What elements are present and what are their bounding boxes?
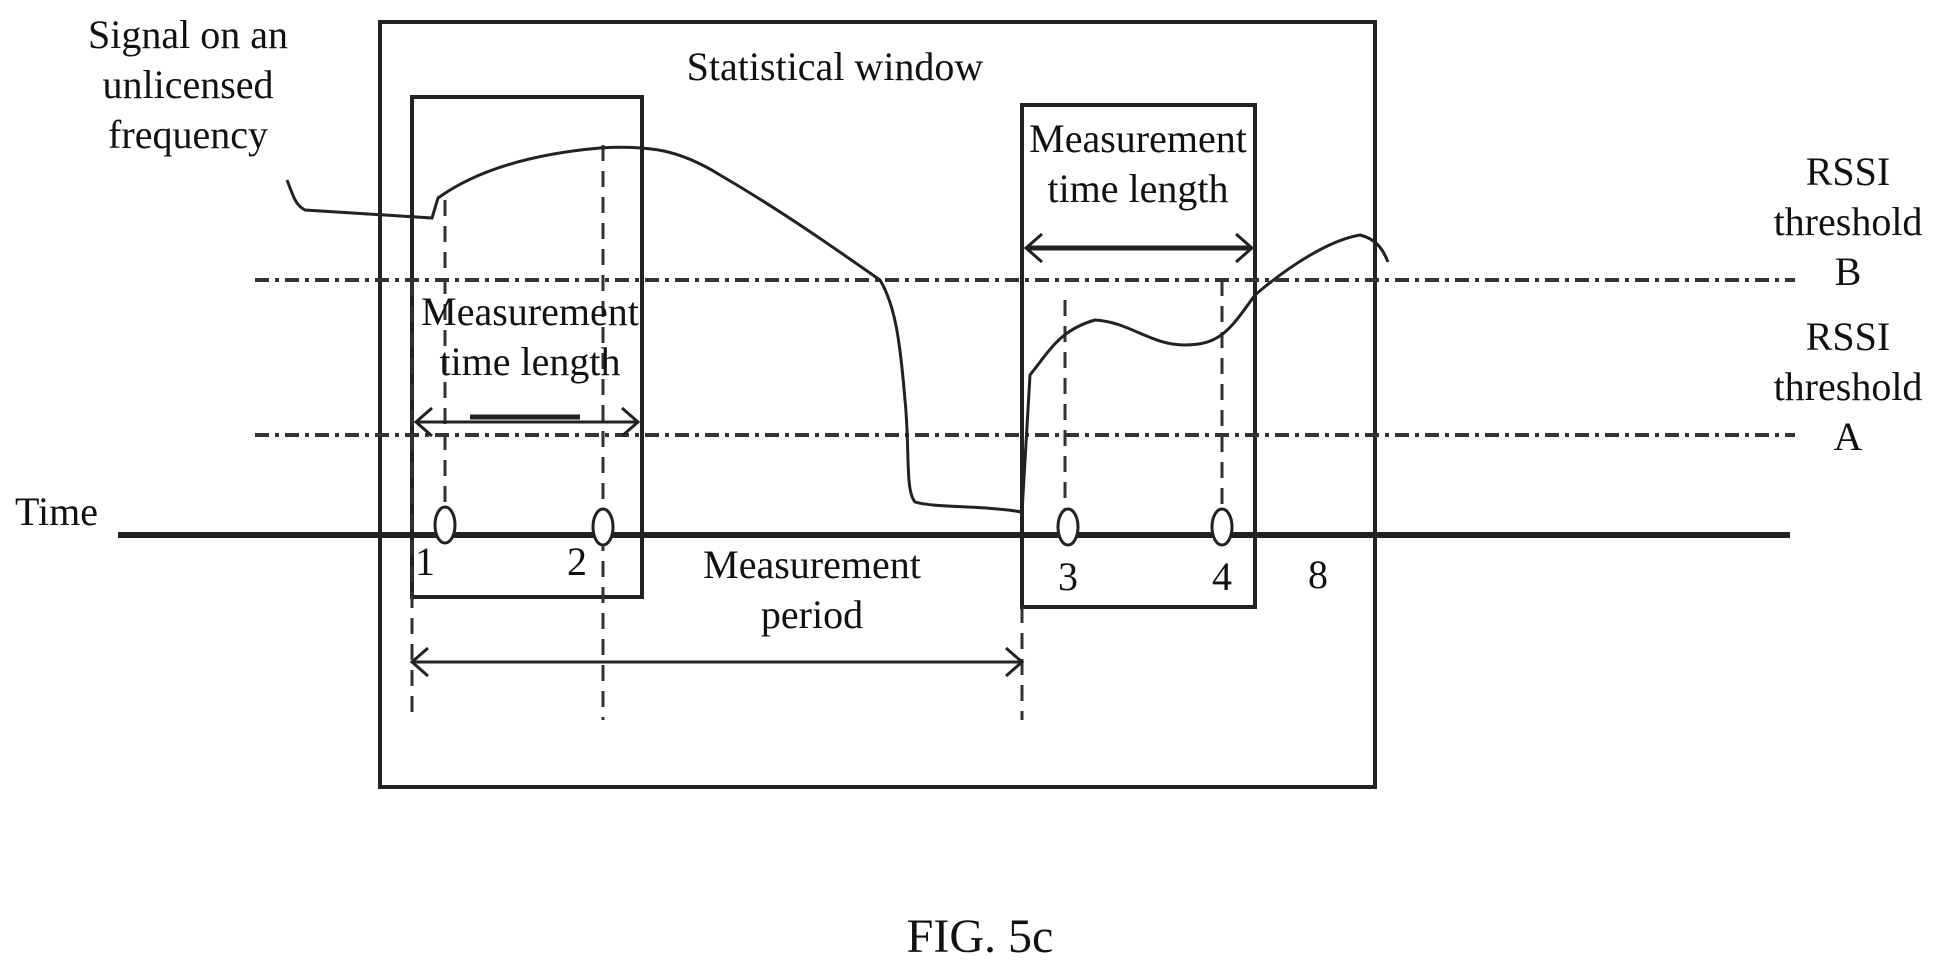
measurement-time-length-2-line-2: time length [1047, 166, 1228, 211]
point-label-1: 1 [415, 539, 435, 584]
statistical-window-label: Statistical window [687, 44, 984, 89]
rssi-threshold-a-line-1: RSSI [1806, 314, 1891, 359]
signal-label-line-2: unlicensed [102, 62, 273, 107]
sample-point-1 [435, 507, 455, 543]
sample-point-3 [1058, 509, 1078, 545]
measurement-period-line-1: Measurement [703, 542, 921, 587]
signal-label-line-1: Signal on an [88, 12, 288, 57]
measurement-time-length-2-line-1: Measurement [1029, 116, 1247, 161]
rssi-threshold-b-line-2: threshold [1774, 199, 1923, 244]
figure-caption: FIG. 5c [907, 910, 1054, 963]
rssi-threshold-a-line-3: A [1834, 414, 1863, 459]
rssi-threshold-a-line-2: threshold [1774, 364, 1923, 409]
time-axis-label: Time [15, 489, 98, 534]
point-label-2: 2 [567, 539, 587, 584]
point-label-4: 4 [1212, 554, 1232, 599]
signal-label-line-3: frequency [108, 112, 268, 157]
rssi-threshold-b-line-1: RSSI [1806, 149, 1891, 194]
measurement-time-length-1-line-1: Measurement [421, 289, 639, 334]
measurement-period-line-2: period [761, 592, 863, 637]
point-label-3: 3 [1058, 554, 1078, 599]
rssi-threshold-b-line-3: B [1835, 249, 1862, 294]
extra-label-8: 8 [1308, 552, 1328, 597]
sample-point-2 [593, 509, 613, 545]
sample-point-4 [1212, 509, 1232, 545]
measurement-time-length-1-line-2: time length [439, 339, 620, 384]
